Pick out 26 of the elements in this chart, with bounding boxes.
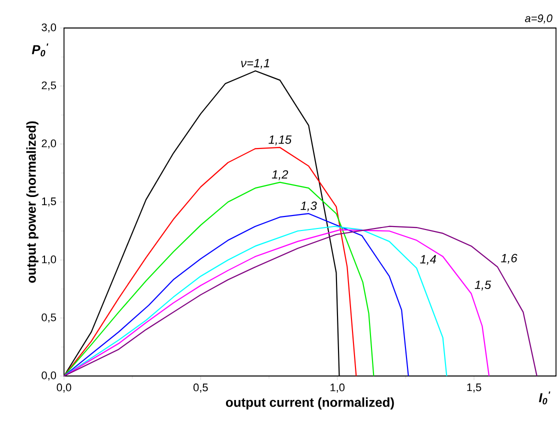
y-tick-label: 2,0	[42, 139, 56, 149]
text: I$_{0}$'	[538, 392, 550, 404]
text: a=9,0	[525, 14, 552, 24]
line-series	[63, 182, 374, 377]
y-tick-label: 1,5	[42, 198, 56, 206]
series-label: 1,3	[300, 202, 317, 212]
series-label: 1,5	[474, 280, 492, 290]
y-tick-label: 0,0	[42, 371, 56, 381]
y-axis-title: output power (normalized)	[26, 121, 38, 283]
series-label: ν=1,1	[241, 58, 270, 69]
x-tick-label: 1,5	[467, 384, 482, 392]
series-label: 1,2	[272, 170, 288, 180]
y-tick-label: 0,5	[42, 313, 56, 323]
series-label: 1,15	[268, 136, 292, 146]
y-tick-label: 2,5	[42, 81, 56, 91]
series-label: 1,6	[501, 254, 518, 264]
y-tick-label: 1,0	[42, 255, 56, 265]
line-series	[63, 213, 409, 377]
x-tick-label: 0,5	[193, 384, 208, 393]
x-tick-label: 1,0	[330, 384, 345, 393]
x-axis-title: output current (normalized)	[226, 397, 394, 410]
x-tick-label: 0,0	[56, 384, 72, 393]
text: P$_{0}$'	[32, 44, 48, 56]
line-series	[63, 146, 357, 377]
y-tick-label: 3,0	[42, 23, 56, 33]
series-label: 1,4	[420, 255, 436, 265]
